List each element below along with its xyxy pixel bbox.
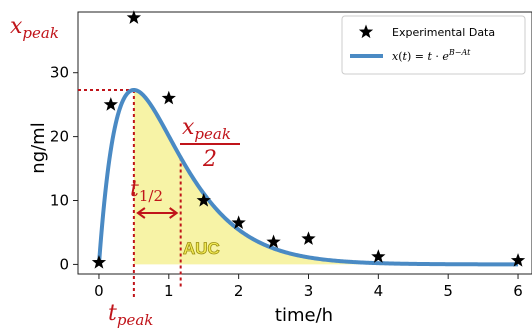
data-point-marker: [510, 253, 526, 267]
legend-fit-eq: ) =: [407, 50, 428, 63]
x-tick-label: 4: [374, 282, 384, 300]
fit-curve-line: [96, 87, 519, 267]
legend: Experimental Data x(t) = t · eB−At: [341, 15, 526, 75]
legend-label-experimental: Experimental Data: [392, 26, 495, 39]
data-point-marker: [231, 215, 246, 229]
legend-label-fit: x(t) = t · eB−At: [392, 48, 471, 63]
data-point-marker: [196, 193, 211, 207]
legend-star-marker: [358, 24, 374, 39]
data-point-marker: [161, 90, 176, 105]
data-point-marker: [91, 255, 107, 269]
x-tick-label: 0: [94, 282, 104, 300]
x-tick-label: 1: [164, 282, 174, 300]
legend-fit-x: x: [392, 50, 399, 63]
x-peak-half-symbol: x: [182, 115, 195, 140]
data-point-marker: [126, 10, 142, 24]
plot-frame: [77, 11, 532, 275]
experimental-markers: [91, 10, 526, 269]
data-point-marker: [371, 249, 386, 263]
x-tick-label: 5: [443, 282, 453, 300]
half-life-arrowhead-left: [136, 207, 146, 219]
legend-fit-paren: (: [398, 50, 402, 63]
legend-star-icon: [358, 24, 374, 39]
auc-label: AUC: [183, 239, 220, 258]
legend-fit-e: e: [442, 50, 449, 63]
x-peak-symbol: x: [10, 14, 23, 39]
data-point-marker: [103, 97, 118, 111]
data-point-marker: [301, 231, 316, 245]
y-tick-label: 30: [50, 64, 69, 82]
t-peak-symbol: t: [108, 301, 117, 326]
x-axis-label: time/h: [275, 305, 333, 326]
y-tick-label: 10: [50, 192, 69, 210]
x-peak-half-numerator: xpeak: [182, 115, 231, 143]
x-peak-subscript: peak: [22, 24, 59, 42]
x-peak-label: xpeak: [10, 14, 59, 42]
x-peak-half-subscript: peak: [194, 125, 231, 143]
legend-box: [341, 15, 526, 75]
t-half-label: t1/2: [130, 177, 163, 205]
t-half-subscript: 1/2: [139, 187, 163, 205]
x-tick-label: 3: [304, 282, 314, 300]
t-peak-label: tpeak: [108, 301, 153, 329]
t-half-symbol: t: [130, 177, 139, 202]
y-tick-label: 20: [50, 128, 69, 146]
legend-fit-dot: ·: [432, 50, 443, 63]
t-peak-subscript: peak: [117, 311, 154, 329]
legend-fit-exponent: B−At: [448, 48, 471, 57]
half-life-arrowhead-right: [169, 207, 179, 219]
y-axis-label: ng/ml: [28, 122, 49, 173]
y-tick-label: 0: [59, 255, 69, 273]
x-tick-label: 2: [234, 282, 244, 300]
axis-ticks: 0 1 2 3 4 5 6 0 10 20 30: [50, 64, 523, 300]
legend-fit-t: t: [403, 50, 408, 63]
data-point-marker: [266, 234, 281, 249]
x-peak-half-denominator: 2: [202, 147, 217, 172]
auc-area: [133, 89, 519, 265]
legend-fit-t2: t: [427, 50, 432, 63]
x-tick-label: 6: [513, 282, 523, 300]
